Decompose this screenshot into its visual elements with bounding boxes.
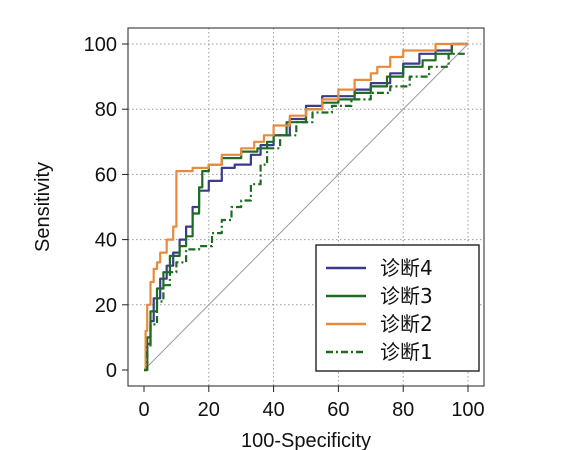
y-tick-label: 0 bbox=[106, 360, 117, 382]
x-tick-label: 20 bbox=[198, 399, 220, 421]
plot-frame bbox=[127, 27, 485, 387]
series-line-1 bbox=[144, 42, 468, 372]
legend-label: 诊断4 bbox=[380, 256, 433, 280]
y-tick-label: 100 bbox=[84, 34, 117, 56]
series-layer bbox=[144, 42, 468, 372]
x-axis: 0 20 40 60 80 100 bbox=[138, 386, 485, 421]
reference-diagonal bbox=[143, 43, 469, 371]
series-line-3 bbox=[144, 42, 468, 372]
legend-box bbox=[315, 244, 480, 372]
y-axis: 0 20 40 60 80 100 bbox=[84, 34, 128, 382]
legend-label: 诊断3 bbox=[380, 284, 433, 308]
x-tick-label: 100 bbox=[451, 399, 484, 421]
x-tick-label: 0 bbox=[138, 399, 149, 421]
series-line-4 bbox=[144, 52, 468, 372]
legend: 诊断4 诊断3 诊断2 诊断1 bbox=[315, 244, 480, 372]
y-tick-label: 80 bbox=[95, 99, 117, 121]
legend-label: 诊断2 bbox=[380, 312, 433, 336]
x-tick-label: 40 bbox=[262, 399, 284, 421]
x-axis-title: 100-Specificity bbox=[241, 430, 371, 450]
y-tick-label: 60 bbox=[95, 164, 117, 186]
y-axis-title: Sensitivity bbox=[32, 162, 54, 252]
y-tick-label: 20 bbox=[95, 295, 117, 317]
x-tick-label: 80 bbox=[392, 399, 414, 421]
y-tick-label: 40 bbox=[95, 230, 117, 252]
legend-label: 诊断1 bbox=[380, 340, 433, 364]
x-tick-label: 60 bbox=[327, 399, 349, 421]
series-line-2 bbox=[144, 42, 468, 372]
